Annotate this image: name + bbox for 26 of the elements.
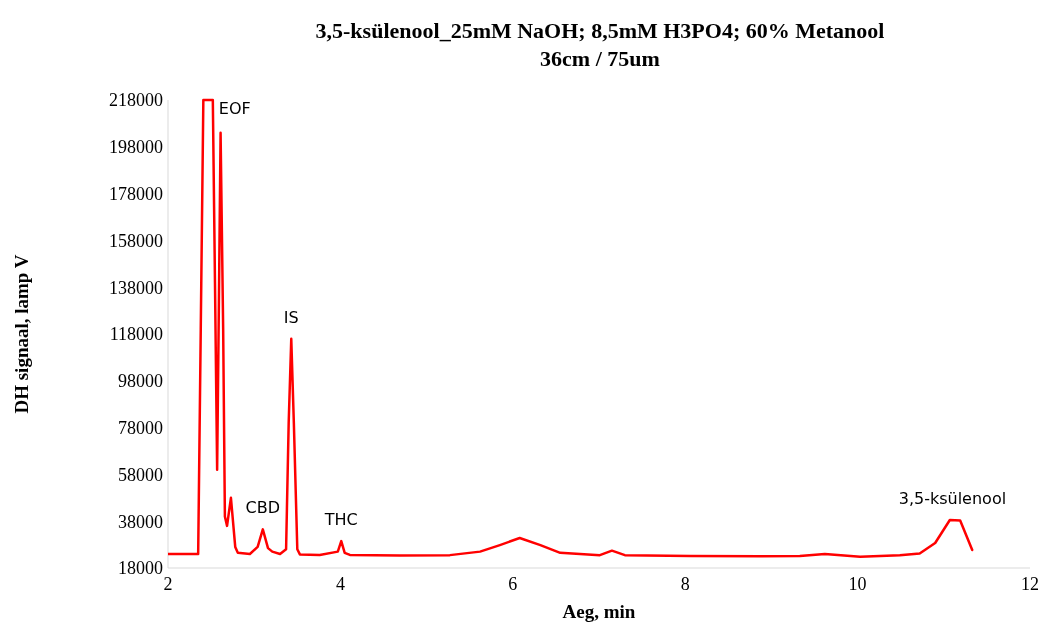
- y-tick-label: 138000: [109, 277, 163, 298]
- y-tick-label: 218000: [109, 90, 163, 111]
- annotation: CBD: [245, 498, 281, 518]
- x-tick-label: 8: [680, 574, 690, 594]
- annotation: THC: [323, 510, 358, 530]
- chart-subtitle: 36cm / 75um: [540, 46, 660, 71]
- y-tick-label: 38000: [118, 511, 163, 532]
- x-tick-label: 10: [848, 574, 867, 594]
- y-tick-label: 158000: [109, 230, 163, 251]
- y-tick-label: 58000: [118, 464, 163, 485]
- y-tick-label: 118000: [109, 324, 163, 345]
- x-tick-label: 4: [335, 574, 345, 594]
- annotation: IS: [283, 307, 299, 327]
- x-tick-label: 6: [508, 574, 518, 594]
- x-tick-label: 2: [163, 574, 173, 594]
- y-axis-title: DH signaal, lamp V: [11, 254, 32, 414]
- annotation: 3,5-ksülenool: [898, 489, 1007, 509]
- y-tick-label: 198000: [109, 137, 163, 158]
- y-tick-label: 178000: [109, 183, 163, 204]
- y-tick-label: 78000: [118, 417, 163, 438]
- y-tick-label: 18000: [118, 558, 163, 579]
- chart-title: 3,5-ksülenool_25mM NaOH; 8,5mM H3PO4; 60% Metanool: [315, 18, 885, 43]
- x-tick-label: 12: [1021, 574, 1039, 594]
- x-axis-title: Aeg, min: [562, 601, 636, 622]
- y-tick-label: 98000: [118, 371, 163, 392]
- annotation: EOF: [218, 99, 251, 118]
